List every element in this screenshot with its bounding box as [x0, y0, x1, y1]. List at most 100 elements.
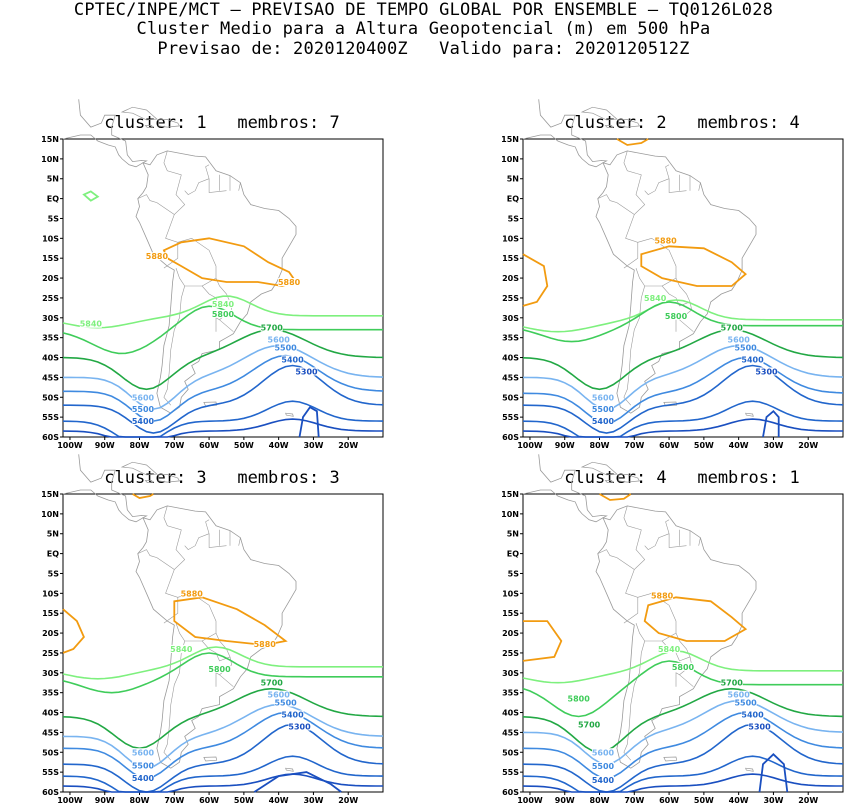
contour-label-5500: 5500: [132, 761, 155, 770]
lat-tick-label: 55S: [42, 768, 59, 777]
contour-label-5800: 5800: [212, 310, 235, 319]
lat-tick-label: 30S: [502, 314, 519, 323]
lon-tick-label: 40W: [729, 796, 749, 803]
contour-label-bg: [592, 748, 614, 757]
falkland-islands: [203, 756, 218, 762]
lat-tick-label: 25S: [502, 294, 519, 303]
country-border: [665, 164, 670, 179]
lat-tick-label: EQ: [47, 550, 59, 559]
lat-tick-label: 15N: [501, 135, 519, 144]
lat-tick-label: 35S: [502, 689, 519, 698]
lat-tick-label: 5S: [508, 569, 520, 578]
caribbean-island: [604, 125, 614, 128]
contour-label-5400: 5400: [592, 776, 615, 785]
contour-label-5880: 5880: [254, 640, 277, 649]
contour-5600: [63, 344, 384, 410]
country-border: [163, 640, 185, 761]
lat-tick-label: 15S: [42, 254, 59, 263]
contour-label-bg: [727, 335, 750, 344]
contour-label-bg: [567, 694, 590, 703]
map-frame: [62, 138, 384, 438]
contour-5700: [62, 328, 384, 391]
lon-tick-label: 30W: [303, 796, 323, 803]
contour-label-5840: 5840: [212, 300, 235, 309]
contour-label-5400: 5400: [592, 417, 615, 426]
landmasses: [522, 454, 757, 772]
contour-label-bg: [720, 323, 743, 332]
contour-label-5840: 5840: [170, 645, 193, 654]
lon-tick-label: 20W: [798, 441, 818, 450]
south-georgia-island: [745, 767, 754, 772]
contour-5400: [63, 364, 384, 434]
contour-south-arc: [522, 773, 843, 793]
contour-label-bg: [592, 393, 614, 402]
lon-tick-label: 30W: [763, 796, 783, 803]
lat-tick-label: 15S: [502, 254, 519, 263]
contour-5700: [62, 687, 384, 750]
lon-tick-label: 20W: [338, 441, 358, 450]
south-georgia-island: [285, 767, 294, 772]
lat-tick-label: 15N: [501, 490, 519, 499]
contour-label-bg: [654, 236, 677, 245]
caribbean-island: [158, 119, 181, 128]
map-frame: [62, 493, 384, 793]
lat-tick-label: 5N: [507, 175, 519, 184]
lon-tick-label: 70W: [624, 796, 644, 803]
lon-tick-label: 100W: [57, 796, 83, 803]
country-border: [698, 182, 701, 191]
lat-tick-label: EQ: [507, 550, 519, 559]
lat-tick-label: 55S: [502, 413, 519, 422]
panel-1-map: 15N 10N 5N EQ 5S 10S 15S 20S 25S 30S 35S 40S 45S 50S 5…: [41, 99, 384, 450]
contour-label-5600: 5600: [728, 691, 751, 700]
contour-label-bg: [741, 710, 764, 719]
contour-label-5600: 5600: [268, 336, 291, 345]
contour-label-5400: 5400: [132, 774, 155, 783]
lat-tick-label: 35S: [502, 334, 519, 343]
central-america-coastline: [62, 99, 148, 168]
contour-label-5840: 5840: [80, 320, 103, 329]
country-border: [668, 533, 687, 548]
contour-label-5800: 5800: [568, 695, 591, 704]
contour-label-bg: [592, 776, 614, 785]
contour-label-5840: 5840: [644, 294, 667, 303]
south-georgia-island: [285, 412, 294, 417]
lon-tick-label: 50W: [694, 796, 714, 803]
lat-tick-label: 45S: [502, 373, 519, 382]
contour-label-5600: 5600: [268, 691, 291, 700]
country-border: [635, 592, 691, 662]
falkland-islands: [203, 401, 218, 407]
contour-label-bg: [212, 299, 234, 308]
caribbean-island: [158, 474, 181, 483]
contour-label-bg: [253, 639, 276, 648]
subtitle: Cluster Medio para a Altura Geopotencial…: [136, 19, 711, 39]
lon-tick-label: 50W: [234, 441, 254, 450]
country-border: [205, 519, 210, 534]
contour-5880-north: [599, 493, 632, 501]
country-border: [238, 182, 241, 191]
country-border: [644, 533, 670, 550]
contour-5600: [522, 344, 844, 411]
lat-tick-label: 5S: [48, 569, 60, 578]
contour-label-5400: 5400: [281, 711, 304, 720]
caribbean-island: [580, 461, 618, 476]
contour-label-5840: 5840: [658, 645, 681, 654]
contour-5700: [522, 328, 844, 391]
contour-label-bg: [748, 722, 771, 731]
contour-5880-north: [616, 138, 649, 146]
contour-label-5400: 5400: [281, 356, 304, 365]
contour-label-5400: 5400: [741, 356, 764, 365]
contour-label-bg: [274, 698, 297, 707]
contour-labels: 5300540054005500550056005600570058005840…: [80, 252, 318, 426]
contour-label-5300: 5300: [288, 722, 311, 731]
map-frame: [522, 138, 844, 438]
contour-5840: [62, 295, 383, 329]
lat-tick-label: 15N: [41, 135, 59, 144]
contour-label-bg: [132, 393, 154, 402]
lon-tick-label: 80W: [130, 441, 150, 450]
lat-tick-label: 60S: [42, 788, 59, 797]
contour-south-arc: [522, 418, 843, 438]
contour-label-5800: 5800: [665, 312, 688, 321]
lat-tick-label: 10N: [501, 155, 519, 164]
contour-south-arc: [522, 400, 844, 438]
panel-4-map: 15N 10N 5N EQ 5S 10S 15S 20S 25S 30S 35S 40S 45S 50S 5…: [501, 454, 844, 803]
